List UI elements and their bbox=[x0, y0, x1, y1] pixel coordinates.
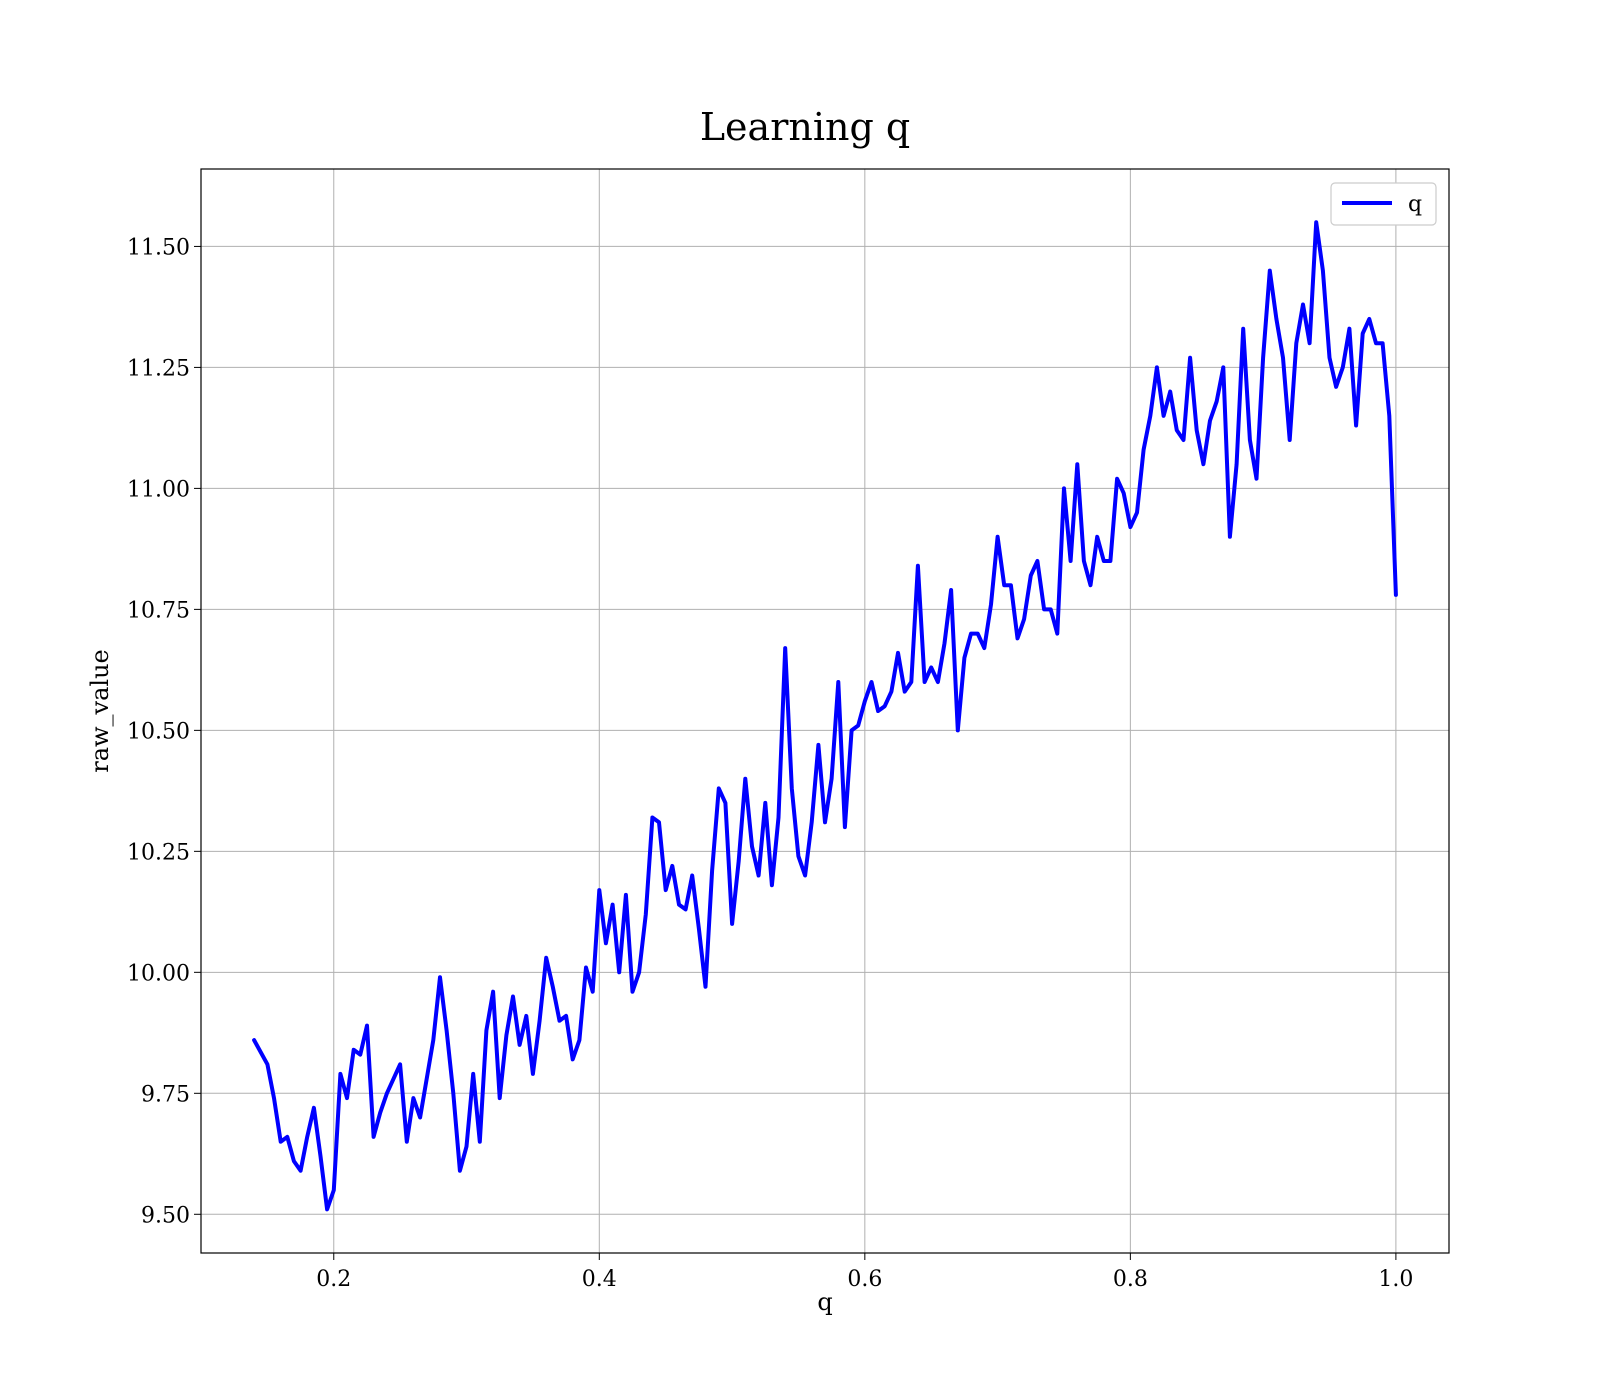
y-tick-label: 10.75 bbox=[127, 598, 190, 623]
y-axis-ticks: 9.50 9.75 10.00 10.25 10.50 10.75 11.00 11.25 11… bbox=[127, 235, 201, 1228]
x-axis-ticks: 0.2 0.4 0.6 0.8 1.0 bbox=[316, 1253, 1413, 1292]
x-tick-label: 0.2 bbox=[316, 1267, 351, 1292]
legend: q bbox=[1330, 182, 1437, 226]
x-tick-label: 1.0 bbox=[1378, 1267, 1413, 1292]
grid-lines bbox=[201, 169, 1449, 1253]
plot-area-frame bbox=[200, 168, 1450, 1254]
y-tick-label: 11.50 bbox=[127, 235, 190, 260]
y-tick-label: 11.25 bbox=[127, 356, 190, 381]
y-tick-label: 11.00 bbox=[127, 477, 190, 502]
x-tick-label: 0.4 bbox=[582, 1267, 617, 1292]
y-tick-label: 9.75 bbox=[141, 1082, 190, 1107]
chart-title: Learning q bbox=[700, 105, 910, 149]
x-tick-label: 0.8 bbox=[1113, 1267, 1148, 1292]
y-tick-label: 9.50 bbox=[141, 1203, 190, 1228]
series-line-q bbox=[252, 220, 1398, 1212]
y-tick-label: 10.50 bbox=[127, 719, 190, 744]
y-tick-label: 10.00 bbox=[127, 961, 190, 986]
x-tick-label: 0.6 bbox=[847, 1267, 882, 1292]
legend-label: q bbox=[1408, 192, 1422, 217]
y-tick-label: 10.25 bbox=[127, 840, 190, 865]
y-axis-label: raw_value bbox=[86, 649, 114, 773]
x-axis-label: q bbox=[817, 1288, 832, 1316]
